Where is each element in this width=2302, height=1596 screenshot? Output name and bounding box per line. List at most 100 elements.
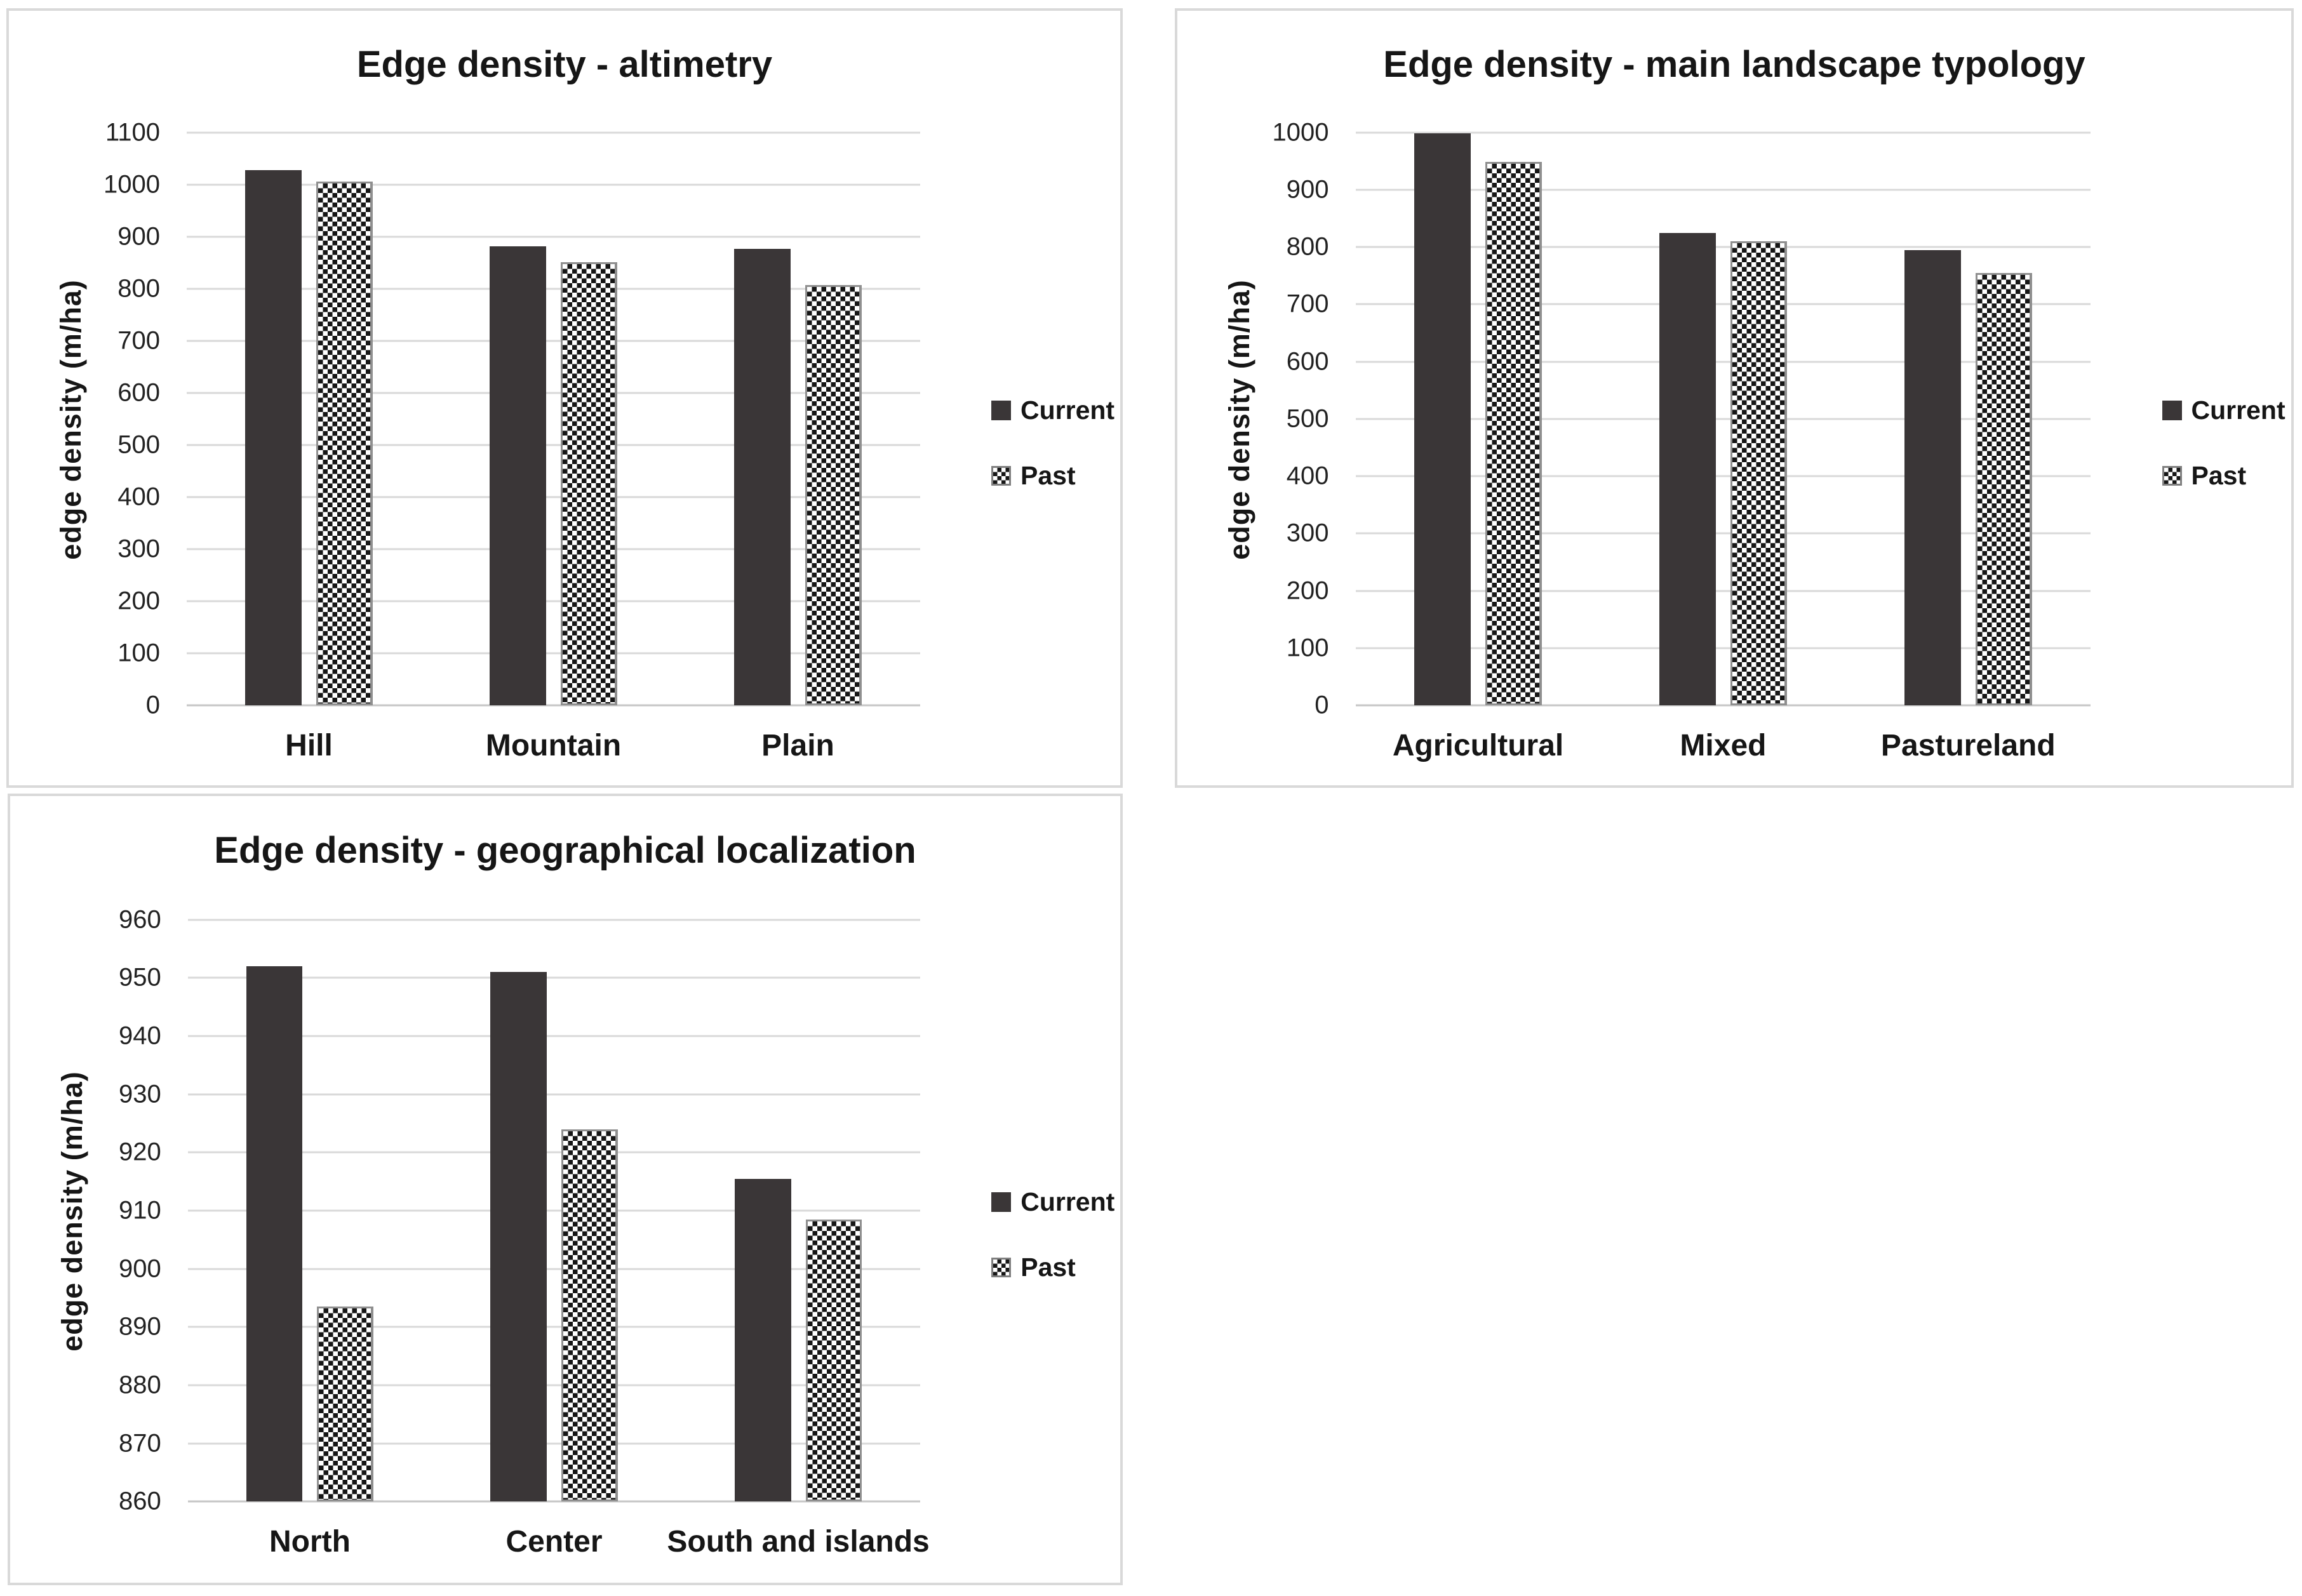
gridline bbox=[187, 1442, 921, 1445]
legend-swatch-current bbox=[991, 1192, 1012, 1212]
gridline bbox=[1355, 189, 2091, 191]
legend-label-past: Past bbox=[1021, 461, 1076, 491]
y-tick-label: 950 bbox=[118, 963, 161, 992]
gridline bbox=[187, 1035, 921, 1037]
y-tick-label: 900 bbox=[117, 222, 160, 251]
plot-area bbox=[187, 919, 921, 1503]
gridlines-layer bbox=[187, 131, 920, 707]
legend-item-past: Past bbox=[2162, 461, 2285, 491]
y-tick-label: 300 bbox=[1286, 519, 1329, 547]
gridline bbox=[187, 1093, 921, 1096]
bars-layer bbox=[188, 920, 921, 1502]
gridline bbox=[1355, 361, 2091, 363]
gridline bbox=[1355, 475, 2091, 477]
bar-past-pastureland bbox=[1975, 272, 2032, 706]
category-axis-labels: Agricultural Mixed Pastureland bbox=[1356, 728, 2091, 775]
y-tick-label: 100 bbox=[117, 639, 160, 667]
y-tick-label: 900 bbox=[1286, 175, 1329, 204]
y-tick-label: 960 bbox=[118, 905, 161, 934]
y-tick-label: 400 bbox=[1286, 462, 1329, 490]
gridline bbox=[187, 183, 920, 186]
chart-title: Edge density - altimetry bbox=[356, 44, 773, 86]
gridline bbox=[1355, 590, 2091, 592]
x-axis-line bbox=[1355, 704, 2091, 707]
legend-item-past: Past bbox=[991, 1253, 1114, 1282]
y-tick-label: 700 bbox=[117, 326, 160, 355]
legend-swatch-current bbox=[991, 401, 1011, 421]
category-axis-labels: North Center South and islands bbox=[188, 1524, 930, 1571]
bar-current-agricultural bbox=[1414, 133, 1471, 706]
chart-title: Edge density - main landscape typology bbox=[1383, 44, 2085, 86]
gridline bbox=[1355, 303, 2091, 305]
y-tick-label: 300 bbox=[117, 535, 160, 563]
category-label-south-and-islands: South and islands bbox=[667, 1525, 930, 1559]
gridline bbox=[187, 652, 920, 655]
gridline bbox=[187, 548, 920, 550]
gridline bbox=[187, 600, 920, 602]
legend: Current Past bbox=[2162, 396, 2285, 491]
gridline bbox=[187, 919, 921, 921]
category-label-north: North bbox=[269, 1525, 351, 1559]
legend-item-current: Current bbox=[2162, 396, 2285, 425]
y-tick-label: 930 bbox=[118, 1080, 161, 1108]
bar-past-agricultural bbox=[1485, 162, 1542, 706]
category-label-plain: Plain bbox=[761, 728, 834, 762]
y-tick-label: 800 bbox=[1286, 232, 1329, 261]
chart-panel-altimetry: Edge density - altimetry edge density (m… bbox=[6, 8, 1123, 788]
y-tick-label: 200 bbox=[117, 587, 160, 615]
bar-past-mixed bbox=[1730, 241, 1788, 706]
y-tick-label: 860 bbox=[118, 1487, 161, 1515]
y-tick-label: 400 bbox=[117, 482, 160, 511]
bar-current-pastureland bbox=[1904, 249, 1961, 706]
gridline bbox=[1355, 131, 2091, 134]
y-tick-label: 200 bbox=[1286, 576, 1329, 605]
y-tick-label: 700 bbox=[1286, 289, 1329, 318]
y-tick-label: 940 bbox=[118, 1021, 161, 1050]
category-label-pastureland: Pastureland bbox=[1880, 728, 2056, 762]
legend-label-current: Current bbox=[1021, 1187, 1115, 1216]
chart-panel-geographical-localization: Edge density - geographical localization… bbox=[8, 794, 1123, 1585]
y-tick-label: 600 bbox=[117, 378, 160, 407]
bar-past-south-and-islands bbox=[805, 1219, 862, 1502]
y-tick-label: 600 bbox=[1286, 347, 1329, 376]
gridline bbox=[187, 1151, 921, 1154]
legend-swatch-past bbox=[991, 1257, 1012, 1277]
legend-swatch-past bbox=[991, 466, 1011, 486]
legend-label-current: Current bbox=[1021, 396, 1115, 425]
y-tick-label: 500 bbox=[1286, 404, 1329, 433]
gridline bbox=[1355, 418, 2091, 420]
bar-current-center bbox=[490, 972, 547, 1502]
chart-panel-landscape-typology: Edge density - main landscape typology e… bbox=[1175, 8, 2294, 788]
y-tick-label: 0 bbox=[1315, 691, 1329, 719]
y-tick-labels: 0 100 200 300 400 500 600 700 800 900 1000 1100 bbox=[9, 118, 160, 719]
gridline bbox=[187, 131, 920, 134]
category-label-center: Center bbox=[505, 1525, 603, 1559]
gridline bbox=[187, 1326, 921, 1328]
bar-past-hill bbox=[316, 181, 373, 706]
y-tick-label: 0 bbox=[145, 691, 160, 719]
gridline bbox=[187, 392, 920, 394]
category-label-hill: Hill bbox=[285, 728, 333, 762]
bar-past-north bbox=[317, 1307, 374, 1502]
gridline bbox=[1355, 532, 2091, 535]
gridline bbox=[1355, 246, 2091, 248]
gridline bbox=[1355, 647, 2091, 649]
legend-label-past: Past bbox=[1021, 1252, 1076, 1282]
legend-item-past: Past bbox=[991, 461, 1114, 491]
category-label-agricultural: Agricultural bbox=[1392, 728, 1564, 762]
bar-current-mountain bbox=[490, 246, 546, 706]
bar-past-plain bbox=[805, 285, 862, 706]
bar-current-hill bbox=[245, 170, 302, 706]
plot-area bbox=[187, 131, 920, 707]
bars-layer bbox=[1356, 133, 2091, 706]
gridline bbox=[187, 236, 920, 238]
bars-layer bbox=[187, 133, 920, 706]
x-axis-line bbox=[187, 1500, 921, 1503]
y-tick-labels: 0 100 200 300 400 500 600 700 800 900 1000 bbox=[1177, 118, 1329, 719]
gridline bbox=[187, 288, 920, 290]
y-tick-label: 920 bbox=[118, 1138, 161, 1166]
bar-current-plain bbox=[734, 249, 791, 706]
y-tick-label: 500 bbox=[117, 430, 160, 459]
chart-title: Edge density - geographical localization bbox=[214, 830, 916, 872]
gridline bbox=[187, 1209, 921, 1212]
